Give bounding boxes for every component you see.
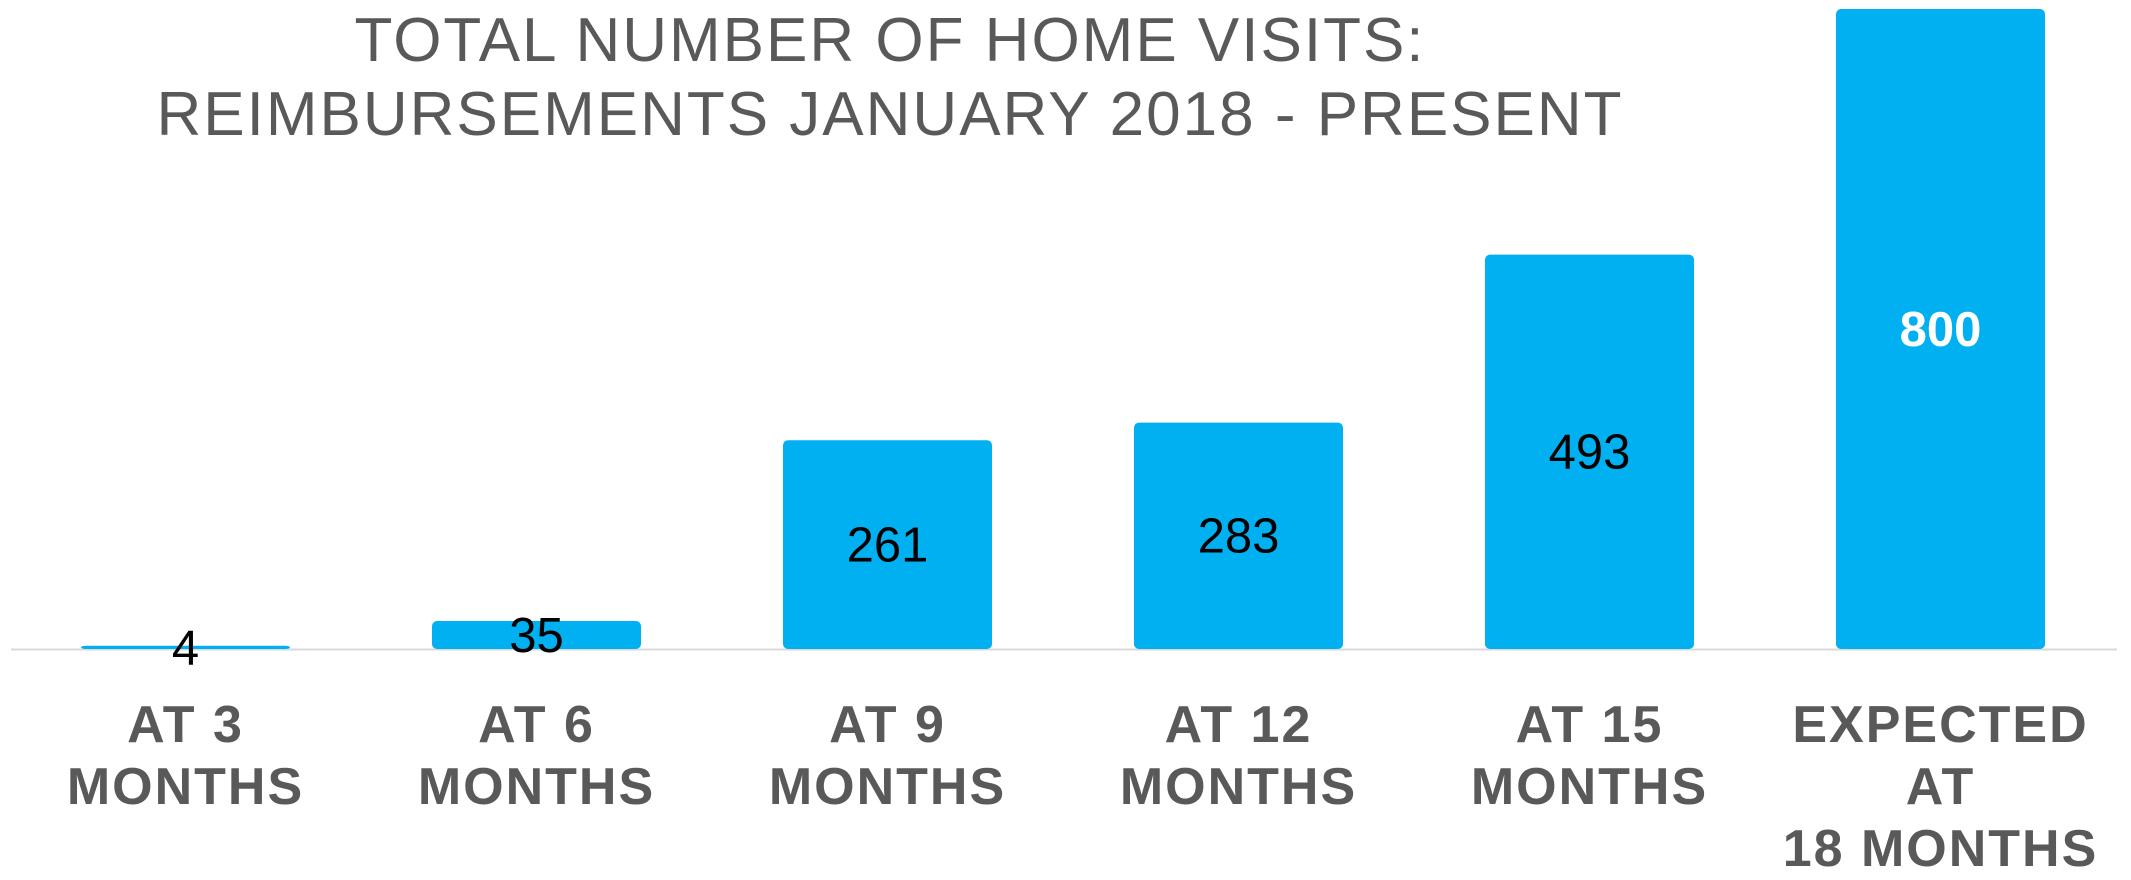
value-label: 493: [1549, 426, 1631, 480]
page: 4 35 261 283 493 800 TOTAL NUMBER OF HOME VIS…: [11, 6, 2117, 878]
chart: 4 35 261 283 493 800: [11, 9, 2117, 675]
bar: [1836, 9, 2045, 649]
value-label: 261: [847, 519, 929, 573]
value-label: 4: [172, 621, 199, 675]
chart-title: TOTAL NUMBER OF HOME VISITS: REIMBURSEME…: [156, 6, 1624, 149]
value-label: 283: [1198, 510, 1280, 564]
x-tick-label: AT 3 MONTHS: [66, 696, 305, 816]
bar: [1485, 254, 1694, 649]
x-tick-label: EXPECTED AT 18 MONTHS: [1782, 696, 2099, 878]
bar: [432, 621, 641, 649]
x-tick-label: AT 9 MONTHS: [768, 696, 1007, 816]
x-tick-label: AT 15 MONTHS: [1470, 696, 1709, 816]
x-tick-label: AT 6 MONTHS: [417, 696, 656, 816]
x-tick-label: AT 12 MONTHS: [1119, 696, 1358, 816]
bar: [1134, 422, 1343, 649]
bar: [81, 645, 290, 649]
value-label: 800: [1900, 303, 1982, 357]
bar: [783, 440, 992, 649]
value-label: 35: [509, 609, 564, 663]
